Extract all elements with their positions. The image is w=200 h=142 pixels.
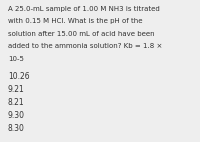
Text: added to the ammonia solution? Kb = 1.8 ×: added to the ammonia solution? Kb = 1.8 … bbox=[8, 43, 162, 49]
Text: solution after 15.00 mL of acid have been: solution after 15.00 mL of acid have bee… bbox=[8, 31, 155, 37]
Text: 9.21: 9.21 bbox=[8, 85, 25, 94]
Text: 10-5: 10-5 bbox=[8, 56, 24, 62]
Text: 8.21: 8.21 bbox=[8, 98, 25, 107]
Text: 8.30: 8.30 bbox=[8, 124, 25, 133]
Text: A 25.0-mL sample of 1.00 M NH3 is titrated: A 25.0-mL sample of 1.00 M NH3 is titrat… bbox=[8, 6, 160, 12]
Text: 9.30: 9.30 bbox=[8, 111, 25, 120]
Text: 10.26: 10.26 bbox=[8, 72, 30, 81]
Text: with 0.15 M HCl. What is the pH of the: with 0.15 M HCl. What is the pH of the bbox=[8, 18, 142, 24]
